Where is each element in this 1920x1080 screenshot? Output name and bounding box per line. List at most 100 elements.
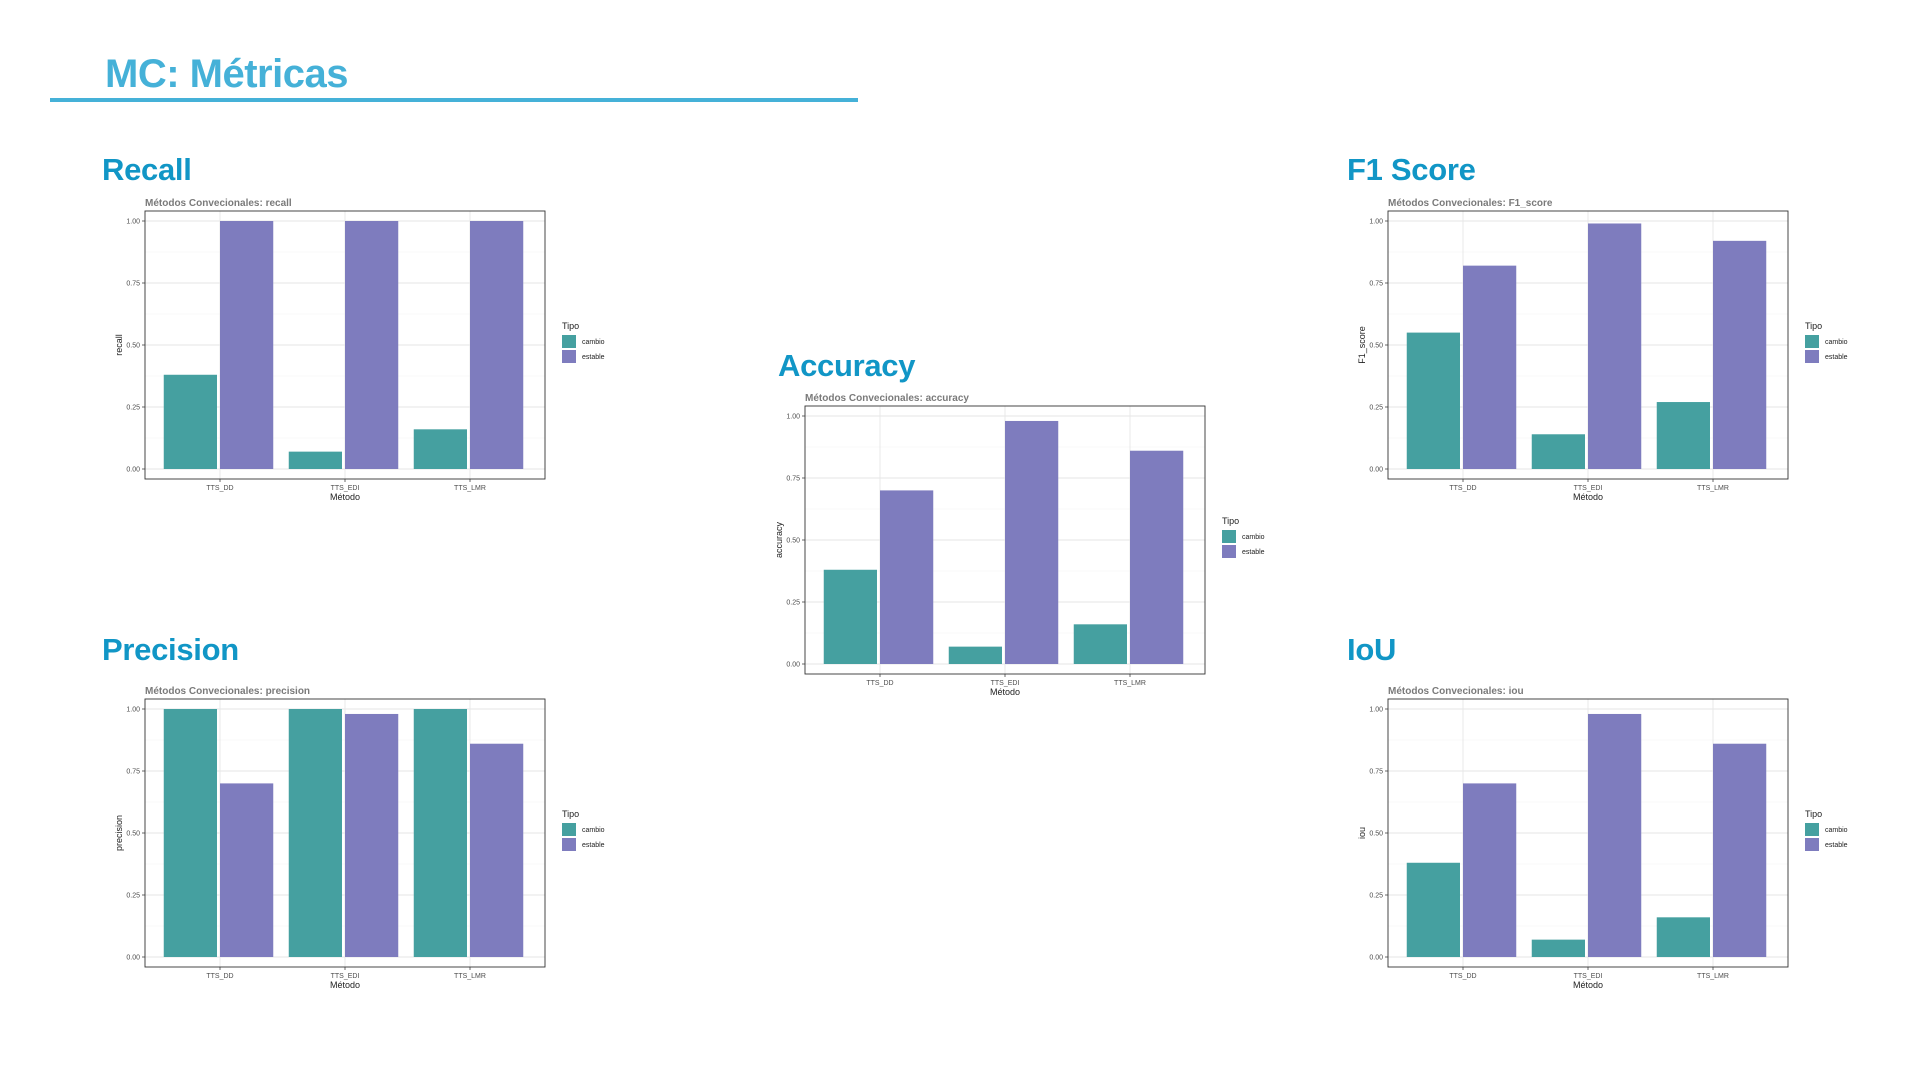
plot-border xyxy=(144,210,546,480)
bar-cambio-tts-edi xyxy=(1531,434,1585,469)
legend-label-estable: estable xyxy=(1825,354,1848,361)
x-tick-label: TTS_DD xyxy=(206,485,233,492)
y-tick-label: 0.25 xyxy=(1369,405,1383,412)
y-tick-label: 0.75 xyxy=(786,476,800,483)
legend-swatch-estable xyxy=(1805,350,1819,363)
x-axis-label: Método xyxy=(330,980,360,990)
bar-cambio-tts-edi xyxy=(288,709,342,957)
y-tick-label: 0.50 xyxy=(126,343,140,350)
x-tick-label: TTS_DD xyxy=(866,680,893,687)
plot-border xyxy=(804,405,1206,675)
x-axis-label: Método xyxy=(1573,492,1603,502)
bar-estable-tts-dd xyxy=(220,221,274,469)
y-tick-label: 1.00 xyxy=(1369,707,1383,714)
x-tick-label: TTS_EDI xyxy=(331,973,360,980)
chart-title: Métodos Convecionales: F1_score xyxy=(1388,198,1553,209)
section-title-precision: Precision xyxy=(102,632,239,667)
x-tick-label: TTS_LMR xyxy=(1697,973,1729,980)
legend-swatch-cambio xyxy=(562,335,576,348)
precision-chart: Métodos Convecionales: precision 0.00 0.25… xyxy=(114,686,605,990)
plot-border xyxy=(144,698,546,968)
legend-title: Tipo xyxy=(562,809,579,819)
legend-label-estable: estable xyxy=(582,842,605,849)
y-axis-label: accuracy xyxy=(774,521,784,558)
legend-label-cambio: cambio xyxy=(1242,534,1265,541)
bar-cambio-tts-lmr xyxy=(1073,624,1127,664)
bar-cambio-tts-lmr xyxy=(1656,402,1710,469)
legend-swatch-cambio xyxy=(1222,530,1236,543)
legend-swatch-estable xyxy=(1805,838,1819,851)
legend-label-estable: estable xyxy=(1242,549,1265,556)
bar-estable-tts-dd xyxy=(880,490,934,664)
y-tick-label: 0.00 xyxy=(126,955,140,962)
chart-title: Métodos Convecionales: recall xyxy=(145,198,292,209)
y-tick-label: 0.50 xyxy=(786,538,800,545)
bar-estable-tts-dd xyxy=(220,783,274,957)
x-tick-label: TTS_EDI xyxy=(331,485,360,492)
bar-cambio-tts-dd xyxy=(163,374,217,469)
x-axis-label: Método xyxy=(330,492,360,502)
plot-border xyxy=(1387,698,1789,968)
x-tick-label: TTS_LMR xyxy=(1697,485,1729,492)
iou-chart: Métodos Convecionales: iou 0.00 0.25 0.50 0.… xyxy=(1357,686,1848,990)
legend-swatch-cambio xyxy=(1805,335,1819,348)
bar-cambio-tts-edi xyxy=(948,646,1002,664)
legend-swatch-estable xyxy=(1222,545,1236,558)
title-underline xyxy=(50,98,858,102)
x-tick-label: TTS_DD xyxy=(206,973,233,980)
x-axis-label: Método xyxy=(990,687,1020,697)
y-tick-label: 0.25 xyxy=(126,893,140,900)
y-tick-label: 0.75 xyxy=(126,281,140,288)
x-tick-label: TTS_DD xyxy=(1449,485,1476,492)
x-tick-label: TTS_LMR xyxy=(454,973,486,980)
bar-cambio-tts-dd xyxy=(1406,332,1460,469)
f1-score-chart: Métodos Convecionales: F1_score 0.00 0.25 0… xyxy=(1357,198,1848,502)
bar-cambio-tts-dd xyxy=(163,709,217,957)
section-title-f1: F1 Score xyxy=(1347,152,1476,187)
y-tick-label: 0.75 xyxy=(1369,281,1383,288)
bar-estable-tts-lmr xyxy=(470,221,524,469)
legend-title: Tipo xyxy=(1805,809,1822,819)
chart-title: Métodos Convecionales: precision xyxy=(145,686,310,697)
bar-cambio-tts-dd xyxy=(1406,862,1460,957)
bar-cambio-tts-edi xyxy=(288,451,342,469)
y-axis-label: iou xyxy=(1357,827,1367,839)
bar-estable-tts-edi xyxy=(1588,713,1642,957)
x-tick-label: TTS_EDI xyxy=(991,680,1020,687)
x-tick-label: TTS_LMR xyxy=(454,485,486,492)
x-tick-label: TTS_EDI xyxy=(1574,973,1603,980)
legend-swatch-estable xyxy=(562,350,576,363)
bar-estable-tts-lmr xyxy=(1713,743,1767,957)
bar-estable-tts-edi xyxy=(345,713,399,957)
y-tick-label: 0.00 xyxy=(126,467,140,474)
legend-label-estable: estable xyxy=(1825,842,1848,849)
y-axis-label: F1_score xyxy=(1357,326,1367,364)
bar-estable-tts-edi xyxy=(1005,420,1059,664)
y-tick-label: 0.50 xyxy=(126,831,140,838)
y-tick-label: 0.75 xyxy=(1369,769,1383,776)
y-tick-label: 0.75 xyxy=(126,769,140,776)
bar-estable-tts-edi xyxy=(1588,223,1642,469)
bar-cambio-tts-edi xyxy=(1531,939,1585,957)
bar-cambio-tts-lmr xyxy=(413,429,467,469)
section-title-accuracy: Accuracy xyxy=(778,348,916,383)
y-tick-label: 1.00 xyxy=(1369,219,1383,226)
accuracy-chart: Métodos Convecionales: accuracy 0.00 0.25 0… xyxy=(774,393,1265,697)
slide-title: MC: Métricas xyxy=(105,52,348,96)
y-tick-label: 1.00 xyxy=(126,707,140,714)
legend-label-cambio: cambio xyxy=(582,827,605,834)
legend-swatch-estable xyxy=(562,838,576,851)
y-tick-label: 0.00 xyxy=(1369,467,1383,474)
section-title-iou: IoU xyxy=(1347,632,1397,667)
legend-title: Tipo xyxy=(1805,321,1822,331)
chart-title: Métodos Convecionales: iou xyxy=(1388,686,1524,697)
y-tick-label: 0.00 xyxy=(1369,955,1383,962)
legend-title: Tipo xyxy=(562,321,579,331)
section-title-recall: Recall xyxy=(102,152,192,187)
y-tick-label: 0.25 xyxy=(786,600,800,607)
x-tick-label: TTS_LMR xyxy=(1114,680,1146,687)
legend-swatch-cambio xyxy=(562,823,576,836)
bar-estable-tts-edi xyxy=(345,221,399,469)
bar-estable-tts-dd xyxy=(1463,265,1517,469)
bar-cambio-tts-lmr xyxy=(413,709,467,957)
